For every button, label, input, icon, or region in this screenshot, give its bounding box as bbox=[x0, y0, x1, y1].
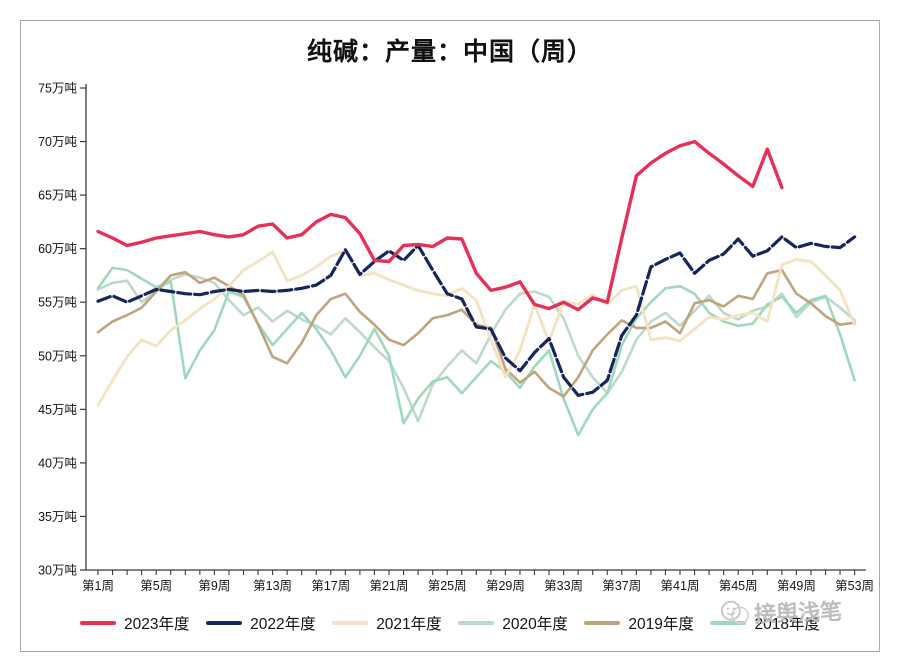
x-tick-label: 第49周 bbox=[777, 579, 816, 593]
y-tick-label: 55万吨 bbox=[38, 296, 77, 310]
x-tick-label: 第13周 bbox=[253, 579, 292, 593]
x-tick-label: 第1周 bbox=[82, 579, 114, 593]
y-tick-label: 65万吨 bbox=[38, 189, 77, 203]
legend-label: 2020年度 bbox=[502, 616, 568, 633]
y-tick-label: 50万吨 bbox=[38, 349, 77, 363]
x-tick-label: 第33周 bbox=[544, 579, 583, 593]
legend-label: 2022年度 bbox=[250, 616, 316, 633]
series-line-2023 bbox=[96, 139, 784, 312]
x-tick-label: 第29周 bbox=[486, 579, 525, 593]
legend-swatch bbox=[80, 621, 116, 625]
legend-label: 2018年度 bbox=[754, 616, 820, 633]
x-tick-label: 第17周 bbox=[311, 579, 350, 593]
legend-swatch bbox=[710, 621, 747, 625]
legend-swatch bbox=[458, 621, 495, 625]
x-tick-label: 第9周 bbox=[198, 579, 230, 593]
legend-label: 2019年度 bbox=[628, 616, 694, 633]
legend-item-2018: 2018年度 bbox=[710, 612, 820, 634]
legend-label: 2021年度 bbox=[376, 616, 442, 633]
series-line-2022 bbox=[96, 235, 857, 397]
x-tick-label: 第37周 bbox=[602, 579, 641, 593]
legend-item-2022: 2022年度 bbox=[206, 612, 316, 634]
y-tick-label: 30万吨 bbox=[38, 564, 77, 578]
legend-item-2023: 2023年度 bbox=[80, 612, 189, 634]
chart-frame bbox=[20, 20, 880, 652]
legend: 2023年度 2022年度 2021年度 2020年度 2019年度 2018年度 bbox=[80, 612, 820, 634]
y-tick-label: 40万吨 bbox=[38, 456, 77, 470]
legend-swatch bbox=[206, 621, 243, 625]
x-tick-label: 第53周 bbox=[835, 579, 874, 593]
chart-title: 纯碱：产量：中国（周） bbox=[306, 39, 593, 66]
y-tick-label: 70万吨 bbox=[38, 135, 77, 149]
y-tick-label: 45万吨 bbox=[38, 403, 77, 417]
legend-item-2019: 2019年度 bbox=[584, 612, 694, 634]
x-tick-label: 第5周 bbox=[140, 579, 172, 593]
legend-label: 2023年度 bbox=[124, 616, 190, 633]
y-tick-label: 35万吨 bbox=[38, 510, 77, 524]
legend-item-2020: 2020年度 bbox=[458, 612, 568, 634]
legend-swatch bbox=[584, 621, 621, 625]
x-tick-label: 第41周 bbox=[661, 579, 700, 593]
x-tick-label: 第25周 bbox=[428, 579, 467, 593]
x-tick-label: 第45周 bbox=[719, 579, 758, 593]
y-tick-label: 60万吨 bbox=[38, 242, 77, 256]
series-line-2020 bbox=[96, 273, 856, 423]
legend-item-2021: 2021年度 bbox=[332, 612, 442, 634]
x-tick-label: 第21周 bbox=[370, 579, 409, 593]
legend-swatch bbox=[332, 621, 369, 625]
series-line-2018 bbox=[96, 266, 856, 437]
y-tick-label: 75万吨 bbox=[38, 82, 77, 96]
